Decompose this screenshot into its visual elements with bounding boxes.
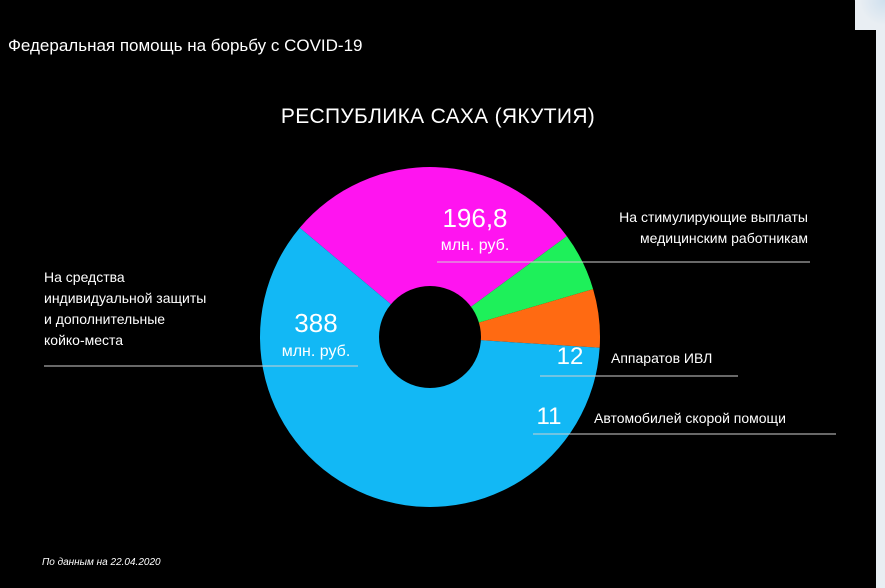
- slice-value-1: 12: [557, 343, 584, 370]
- slice-value-2: 11: [537, 403, 562, 430]
- page-title: Федеральная помощь на борьбу с COVID-19: [8, 36, 363, 55]
- slice-label-3-2: и дополнительные: [44, 311, 165, 327]
- slice-label-3-0: На средства: [44, 269, 125, 285]
- slice-label-0-0: На стимулирующие выплаты: [619, 209, 808, 225]
- donut-hole: [379, 286, 481, 388]
- slice-label-3-1: индивидуальной защиты: [44, 290, 206, 306]
- slice-unit-3: млн. руб.: [282, 343, 351, 360]
- source-footnote: По данным на 22.04.2020: [42, 557, 161, 568]
- pie-slice-0: [299, 166, 567, 337]
- slice-label-0-1: медицинским работникам: [640, 230, 808, 246]
- slice-label-3-3: койко-места: [44, 332, 123, 348]
- slice-label-1-0: Аппаратов ИВЛ: [611, 350, 712, 366]
- slice-unit-0: млн. руб.: [441, 237, 510, 254]
- slice-value-0: 196,8: [442, 203, 507, 233]
- corner-decoration: [855, 0, 885, 30]
- chart-title: РЕСПУБЛИКА САХА (ЯКУТИЯ): [280, 105, 596, 128]
- slice-label-2-0: Автомобилей скорой помощи: [594, 410, 786, 426]
- slice-value-3: 388: [294, 308, 337, 338]
